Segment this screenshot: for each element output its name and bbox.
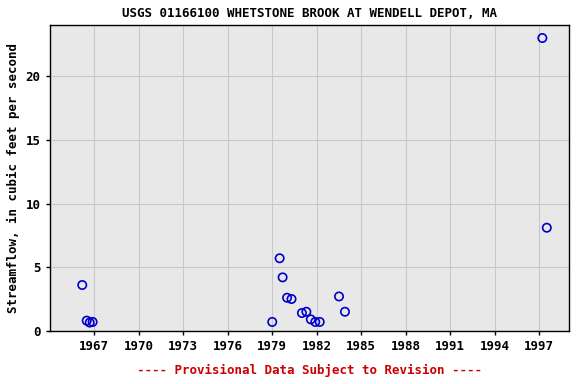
Point — [306, 316, 316, 323]
Point — [302, 309, 311, 315]
Title: USGS 01166100 WHETSTONE BROOK AT WENDELL DEPOT, MA: USGS 01166100 WHETSTONE BROOK AT WENDELL… — [122, 7, 497, 20]
Point — [340, 309, 350, 315]
Point — [82, 318, 92, 324]
Point — [297, 310, 306, 316]
Point — [315, 319, 324, 325]
Point — [275, 255, 284, 262]
Point — [85, 319, 94, 326]
Point — [88, 319, 97, 325]
Y-axis label: Streamflow, in cubic feet per second: Streamflow, in cubic feet per second — [7, 43, 20, 313]
Point — [287, 296, 296, 302]
Point — [538, 35, 547, 41]
Point — [542, 225, 551, 231]
Point — [78, 282, 87, 288]
Point — [310, 319, 320, 325]
Point — [268, 319, 277, 325]
Point — [282, 295, 291, 301]
Point — [278, 274, 287, 280]
Point — [335, 293, 344, 300]
X-axis label: ---- Provisional Data Subject to Revision ----: ---- Provisional Data Subject to Revisio… — [137, 364, 482, 377]
